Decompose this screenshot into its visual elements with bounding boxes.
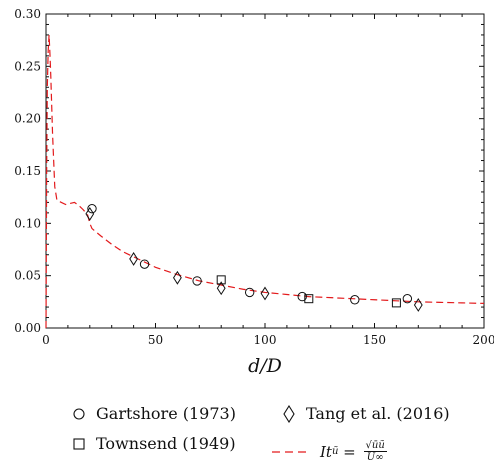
marker-tang-point	[85, 206, 95, 221]
marker-tang-point	[129, 251, 138, 266]
series-line-group	[45, 34, 485, 329]
marker-gartshore-point	[350, 295, 360, 305]
marker-gartshore-point	[244, 287, 255, 298]
legend-label-gartshore: Gartshore (1973)	[96, 404, 236, 423]
x-tick-label: 0	[42, 333, 50, 347]
y-tick-label: 0.30	[14, 7, 41, 21]
formula-sub: ũ	[331, 446, 339, 457]
marker-tang-point	[413, 298, 423, 312]
y-tick-label: 0.00	[14, 321, 41, 335]
marker-townsend-point	[216, 275, 226, 285]
x-tick-label: 100	[254, 333, 277, 347]
series-line-turbulence-intensity	[45, 34, 485, 329]
y-tick-label: 0.25	[14, 59, 41, 73]
x-tick-label: 50	[148, 333, 163, 347]
marker-gartshore-point	[139, 259, 150, 269]
marker-townsend-point	[304, 294, 314, 304]
y-tick-label: 0.10	[14, 216, 41, 230]
dashed-line-icon	[272, 450, 308, 453]
marker-townsend-point	[391, 298, 401, 308]
legend-item-tang: Tang et al. (2016)	[282, 404, 450, 423]
x-axis: 0 50 100 150 200	[42, 14, 494, 347]
y-tick-label: 0.05	[14, 269, 41, 283]
marker-gartshore-point	[402, 293, 413, 304]
legend-formula: It ũ = √ūũ U∞	[320, 440, 387, 463]
formula-denominator: U∞	[366, 452, 384, 463]
marker-gartshore-point	[87, 203, 97, 214]
formula-lhs: It	[320, 442, 332, 461]
x-tick-label: 200	[473, 333, 494, 347]
y-tick-label: 0.15	[14, 164, 41, 178]
plot-frame	[45, 13, 485, 329]
square-marker-icon	[73, 437, 85, 450]
marker-gartshore-point	[192, 276, 202, 286]
formula-eq: =	[338, 442, 361, 461]
circle-marker-icon	[73, 407, 85, 420]
marker-gartshore-point	[297, 291, 307, 302]
marker-tang-point	[173, 270, 182, 285]
x-tick-label: 150	[363, 333, 386, 347]
plot-border	[45, 13, 485, 329]
legend-item-formula: It ũ = √ūũ U∞	[270, 440, 387, 463]
y-tick-label: 0.20	[14, 112, 41, 126]
legend-item-gartshore: Gartshore (1973)	[72, 404, 236, 423]
marker-tang-point	[216, 281, 226, 296]
legend-label-tang: Tang et al. (2016)	[306, 404, 450, 423]
formula-fraction: √ūũ U∞	[363, 440, 387, 463]
marker-tang-point	[260, 286, 270, 301]
diamond-marker-icon	[283, 404, 295, 423]
chart: 0 50 100 150 200 0.00 0.05 0.10 0.15 0.20 0.25 0.3…	[14, 7, 494, 377]
x-axis-title: d/D	[248, 355, 282, 377]
y-axis: 0.00 0.05 0.10 0.15 0.20 0.25 0.30	[14, 7, 484, 335]
formula-numerator: √ūũ	[363, 440, 387, 452]
legend-label-townsend: Townsend (1949)	[96, 434, 236, 453]
series-markers-group	[85, 203, 423, 312]
legend-item-townsend: Townsend (1949)	[72, 434, 236, 453]
legend: Gartshore (1973) Tang et al. (2016) Town…	[62, 398, 482, 472]
